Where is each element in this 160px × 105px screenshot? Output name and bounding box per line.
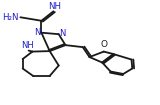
Text: N: N	[60, 29, 66, 38]
Text: O: O	[100, 40, 107, 49]
Text: H₂N: H₂N	[2, 13, 19, 22]
Text: NH: NH	[48, 2, 61, 11]
Text: N: N	[34, 28, 40, 37]
Text: NH: NH	[21, 41, 34, 50]
